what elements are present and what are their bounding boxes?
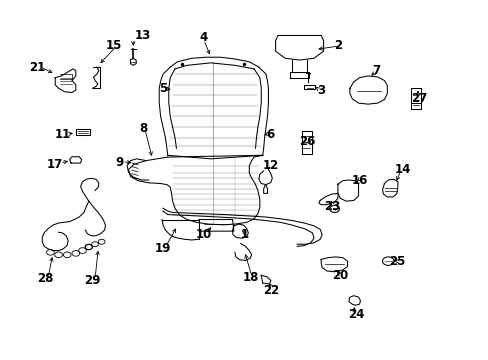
Text: 17: 17 — [47, 158, 63, 171]
Text: 10: 10 — [195, 228, 211, 241]
Text: 3: 3 — [316, 84, 325, 96]
Text: 5: 5 — [159, 82, 167, 95]
Text: 2: 2 — [333, 40, 341, 53]
Text: 24: 24 — [348, 308, 364, 321]
Text: 23: 23 — [324, 200, 340, 213]
Text: 19: 19 — [155, 242, 171, 255]
Text: 14: 14 — [394, 163, 410, 176]
Text: 28: 28 — [38, 272, 54, 285]
Text: 7: 7 — [371, 64, 380, 77]
Text: 12: 12 — [262, 159, 279, 172]
Text: 22: 22 — [263, 284, 279, 297]
Text: 11: 11 — [54, 128, 70, 141]
Text: 29: 29 — [84, 274, 101, 287]
Text: 1: 1 — [240, 228, 248, 241]
Text: 16: 16 — [350, 174, 367, 186]
Text: 27: 27 — [410, 93, 427, 105]
Text: 20: 20 — [331, 269, 348, 282]
Text: 13: 13 — [135, 29, 151, 42]
Text: 26: 26 — [299, 135, 315, 148]
Text: 6: 6 — [266, 128, 274, 141]
Text: 8: 8 — [140, 122, 148, 135]
Text: 18: 18 — [242, 270, 258, 284]
Text: 25: 25 — [388, 255, 404, 268]
Text: 4: 4 — [199, 31, 207, 44]
Text: 21: 21 — [29, 60, 45, 73]
Text: 15: 15 — [106, 40, 122, 53]
Text: 9: 9 — [116, 156, 124, 169]
